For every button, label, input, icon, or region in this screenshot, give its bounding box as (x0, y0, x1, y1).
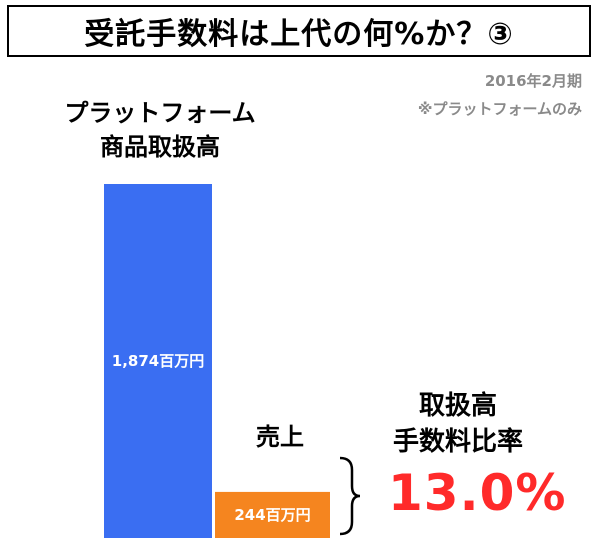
title-box: 受託手数料は上代の何%か？③ (7, 5, 591, 57)
platform-only-note: ※プラットフォームのみ (417, 100, 582, 118)
sales-category-label-line-1: 売上 (256, 423, 304, 451)
platform-category-label-line-2: 商品取扱高 (100, 133, 220, 161)
bar-platform (104, 184, 212, 538)
curly-brace (339, 456, 361, 536)
ratio-label: 取扱高 手数料比率 (368, 388, 548, 460)
platform-category-label: プラットフォーム 商品取扱高 (35, 96, 285, 164)
platform-category-label-line-1: プラットフォーム (64, 99, 256, 127)
bar-sales (215, 491, 330, 538)
bar-sales-data-label: 244百万円 (234, 506, 310, 524)
sales-category-label: 売上 (225, 420, 335, 454)
ratio-label-line-2: 手数料比率 (392, 427, 523, 457)
date-note: 2016年2月期 (484, 72, 582, 90)
ratio-label-line-1: 取扱高 (418, 391, 497, 421)
page-title: 受託手数料は上代の何%か？③ (84, 17, 514, 52)
bar-platform-data-label: 1,874百万円 (112, 352, 204, 370)
ratio-value: 13.0% (388, 464, 567, 522)
